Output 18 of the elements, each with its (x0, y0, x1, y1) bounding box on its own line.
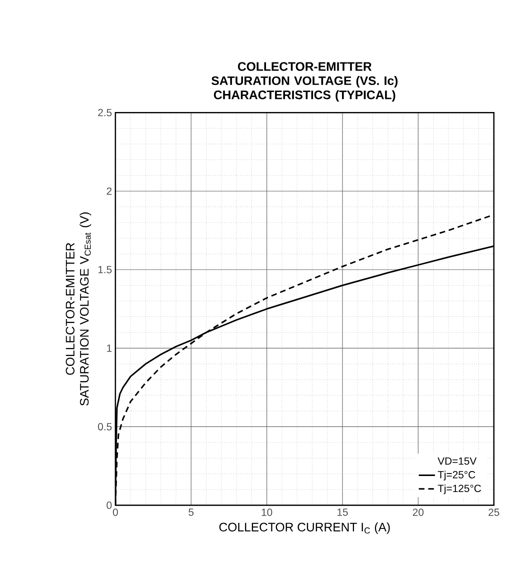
x-tick-label: 10 (262, 508, 272, 516)
x-axis-title: COLLECTOR CURRENT I$_{C}$ (A) (219, 522, 390, 534)
x-tick-label: 25 (488, 508, 500, 516)
y-axis-title: COLLECTOR-EMITTER SATURATION VOLTAGE V$_{CEsat}$ (V) (66, 212, 92, 406)
legend-label: Tj=125°C (438, 484, 481, 494)
x-tick-label: 20 (412, 508, 424, 516)
y-tick-label: 1.5 (98, 266, 112, 274)
x-tick-label: 15 (337, 508, 348, 516)
chart-title: COLLECTOR-EMITTER SATURATION VOLTAGE (VS. Ic) CHARACTERISTICS (TYPICAL) (211, 62, 398, 102)
y-tick-label: 2.5 (98, 108, 112, 116)
y-tick-label: 2 (106, 187, 112, 195)
x-tick-label: 5 (188, 508, 194, 516)
legend-title: VD=15V (438, 457, 477, 465)
legend-label: Tj=25°C (438, 470, 476, 480)
y-tick-label: 1 (107, 344, 112, 352)
y-tick-label: 0 (106, 502, 112, 509)
y-tick-label: 0.5 (98, 423, 112, 430)
x-tick-label: 0 (112, 508, 118, 516)
